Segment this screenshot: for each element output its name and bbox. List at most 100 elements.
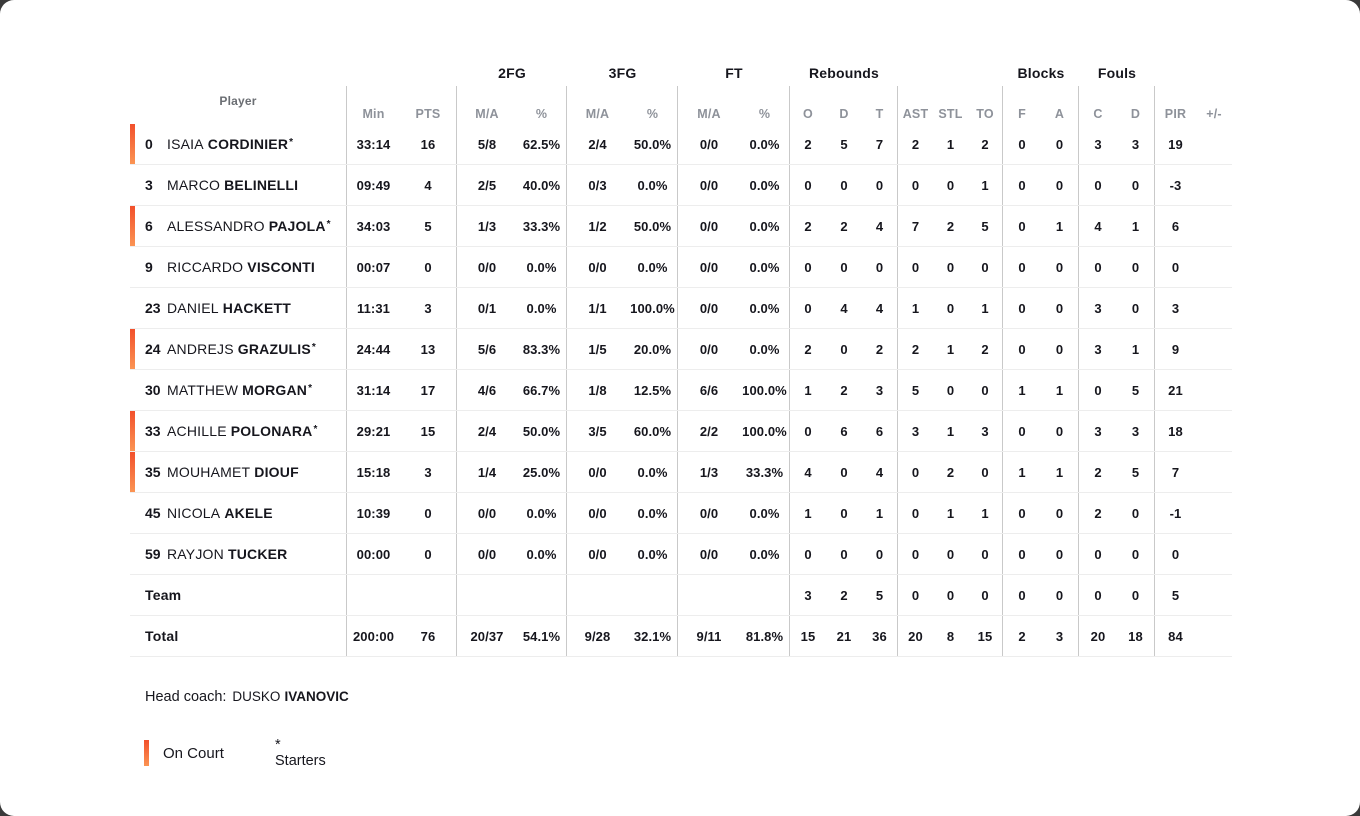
stat-2fg-pct (517, 575, 567, 615)
stat-reb-o: 0 (804, 423, 812, 439)
stat-foul-d: 5 (1117, 370, 1155, 410)
stat-reb-d: 2 (840, 587, 848, 603)
stat-ft-ma: 2/2 (699, 423, 719, 439)
stat-2fg-pct: 83.3% (517, 329, 567, 369)
stat-pts: 0 (400, 247, 457, 287)
stat-3fg-ma: 0/0 (588, 505, 607, 521)
stat-reb-t: 0 (862, 534, 898, 574)
stat-plus-minus (1196, 575, 1232, 615)
stat-min (347, 575, 400, 615)
stat-blk-f: 1 (1018, 464, 1026, 480)
stat-ft-ma: 0/0 (699, 218, 719, 234)
stat-stl: 1 (946, 341, 955, 357)
stat-ft-pct: 33.3% (740, 452, 790, 492)
group-header-blocks: Blocks (1017, 65, 1065, 81)
stat-reb-o: 4 (804, 464, 812, 480)
stat-foul-d: 0 (1117, 493, 1155, 533)
stat-ft-ma: 9/11 (696, 628, 722, 644)
stat-min: 31:14 (356, 382, 391, 398)
stat-ft-pct: 0.0% (740, 288, 790, 328)
table-row: 59 RAYJON TUCKER 00:00 0 0/0 0.0% 0/0 0.0… (130, 534, 1232, 575)
stat-blk-f: 0 (1018, 177, 1026, 193)
stat-stl: 0 (946, 177, 955, 193)
starter-mark: * (313, 424, 318, 435)
stat-3fg-pct: 0.0% (628, 247, 678, 287)
stat-plus-minus (1196, 124, 1232, 164)
stat-2fg-pct: 62.5% (517, 124, 567, 164)
player-number: 45 (145, 505, 161, 521)
stat-reb-t: 5 (862, 575, 898, 615)
player-cell: 0 ISAIA CORDINIER* (130, 124, 347, 164)
table-row: 35 MOUHAMET DIOUF 15:18 3 1/4 25.0% 0/0 0… (130, 452, 1232, 493)
stat-blk-a: 0 (1041, 575, 1079, 615)
player-number: 59 (145, 546, 161, 562)
stat-3fg-pct: 100.0% (628, 288, 678, 328)
stat-blk-a: 0 (1041, 534, 1079, 574)
player-cell: Total (130, 616, 347, 656)
stat-blk-a: 0 (1041, 247, 1079, 287)
stat-min: 09:49 (356, 177, 391, 193)
stat-pir: 0 (1171, 259, 1180, 275)
stat-reb-d: 0 (840, 259, 848, 275)
stat-foul-d: 0 (1117, 534, 1155, 574)
stat-blk-a: 1 (1041, 452, 1079, 492)
on-court-bar (130, 452, 135, 492)
column-header-min: Min (362, 107, 385, 121)
column-header-reb-d: D (839, 107, 849, 121)
stat-blk-f: 0 (1018, 505, 1026, 521)
column-header-2fg-pct: % (517, 86, 567, 124)
stat-foul-c: 4 (1094, 218, 1102, 234)
stat-to: 5 (968, 206, 1003, 246)
stat-blk-a: 0 (1041, 288, 1079, 328)
stat-foul-c: 3 (1094, 300, 1102, 316)
starter-mark: * (326, 219, 331, 230)
player-last-name: POLONARA (230, 423, 313, 439)
player-last-name: PAJOLA (268, 218, 326, 234)
on-court-bar (130, 411, 135, 451)
stat-3fg-pct (628, 575, 678, 615)
column-header-pir: PIR (1164, 107, 1187, 121)
stat-reb-d: 0 (840, 505, 848, 521)
column-header-ft-ma: M/A (697, 107, 721, 121)
player-name: ALESSANDRO PAJOLA* (167, 218, 331, 234)
stat-reb-o: 15 (800, 628, 816, 644)
stat-blk-a: 1 (1041, 206, 1079, 246)
stat-foul-d: 5 (1117, 452, 1155, 492)
player-number: 3 (145, 177, 153, 193)
player-cell: 9 RICCARDO VISCONTI (130, 247, 347, 287)
column-header-ast: AST (902, 107, 929, 121)
stat-2fg-pct: 25.0% (517, 452, 567, 492)
stat-blk-f: 0 (1018, 341, 1026, 357)
stat-ft-pct: 0.0% (740, 247, 790, 287)
stat-3fg-ma: 9/28 (584, 628, 611, 644)
stat-foul-d: 1 (1117, 329, 1155, 369)
stat-ft-ma: 0/0 (699, 300, 719, 316)
stat-reb-t: 7 (862, 124, 898, 164)
stat-ast: 0 (911, 546, 920, 562)
stat-reb-d: 6 (840, 423, 848, 439)
stat-3fg-ma: 1/2 (588, 218, 607, 234)
stat-ft-ma: 0/0 (699, 259, 719, 275)
player-last-name: BELINELLI (224, 177, 299, 193)
player-first-name: RICCARDO (167, 259, 244, 275)
stat-3fg-ma: 1/8 (588, 382, 607, 398)
stat-3fg-pct: 0.0% (628, 452, 678, 492)
stat-blk-f: 1 (1018, 382, 1026, 398)
group-header-fouls: Fouls (1097, 65, 1137, 81)
player-last-name: TUCKER (227, 546, 288, 562)
stat-blk-f: 0 (1018, 300, 1026, 316)
stat-ft-ma: 6/6 (699, 382, 719, 398)
stat-to: 15 (968, 616, 1003, 656)
stat-2fg-ma: 0/0 (477, 259, 497, 275)
stat-ft-ma: 0/0 (699, 136, 719, 152)
stat-to: 1 (968, 165, 1003, 205)
stat-2fg-ma: 2/5 (477, 177, 497, 193)
player-name: RAYJON TUCKER (167, 546, 287, 562)
stat-foul-c: 2 (1094, 505, 1102, 521)
stat-to: 0 (968, 575, 1003, 615)
stat-blk-a: 1 (1041, 370, 1079, 410)
stat-ft-ma (678, 575, 740, 615)
player-number: 9 (145, 259, 153, 275)
stat-ft-pct: 100.0% (740, 370, 790, 410)
